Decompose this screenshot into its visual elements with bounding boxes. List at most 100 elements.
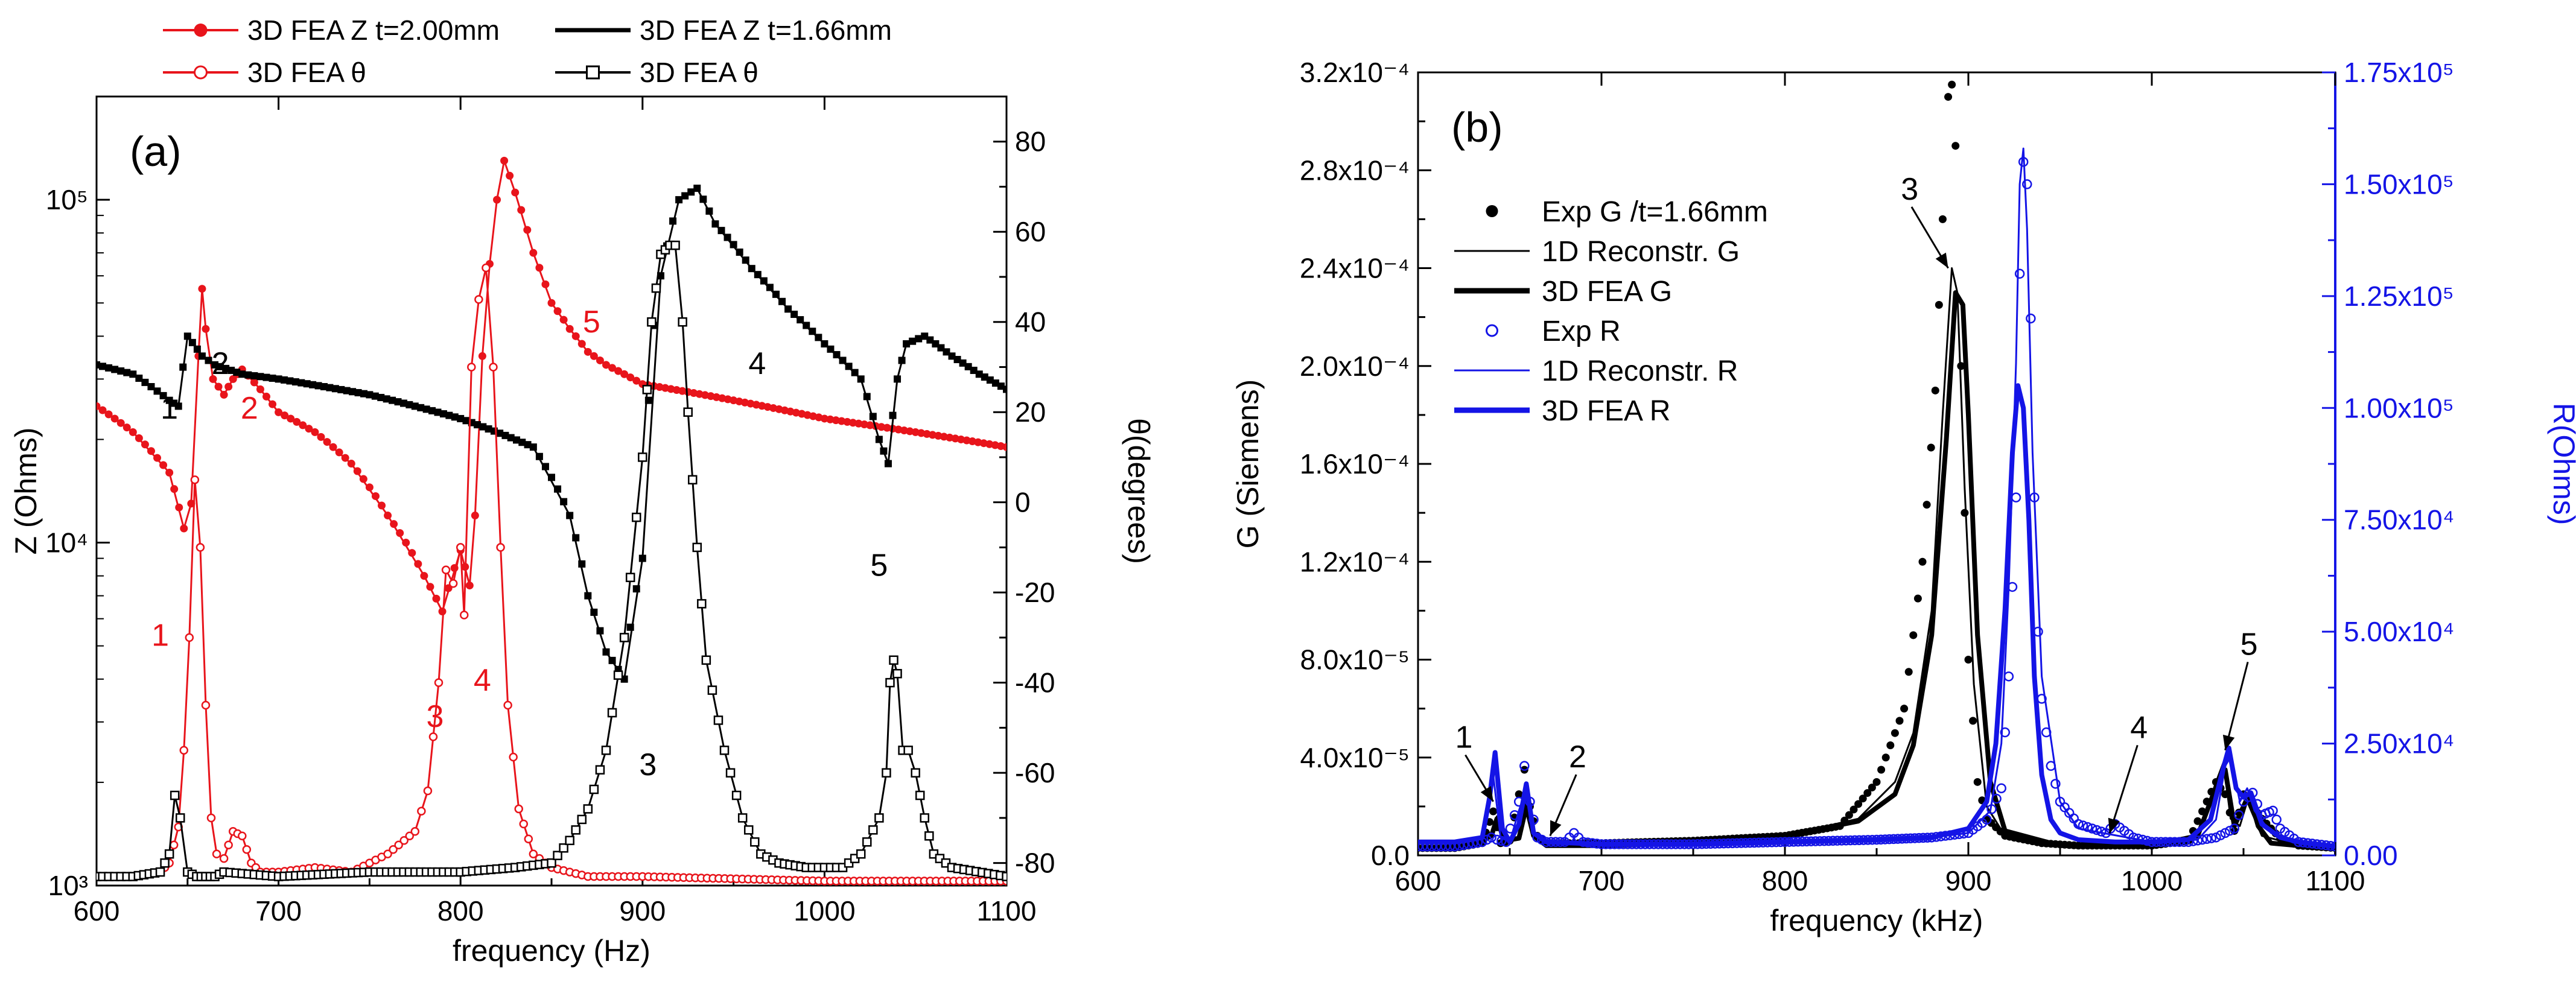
data-point-b-0 — [1961, 509, 1969, 517]
data-point-a-1 — [250, 372, 258, 379]
data-point-a-1 — [309, 381, 317, 388]
data-point-a-0 — [384, 512, 392, 520]
data-point-a-0 — [198, 285, 206, 293]
data-point-a-1 — [797, 316, 804, 324]
data-point-a-3 — [743, 825, 754, 835]
annotation-arrow-b-3 — [2108, 744, 2139, 834]
panel-a-chart: 600 700 800 900 1000 110010³10⁴10⁵-80-60-40-2… — [9, 95, 1156, 968]
data-point-b-0 — [1973, 778, 1982, 786]
data-point-a-0 — [432, 594, 440, 603]
data-point-b-0 — [1969, 717, 1977, 725]
data-point-a-1 — [626, 623, 634, 631]
data-point-a-3 — [565, 835, 574, 846]
x-tick-label-b-1: 700 — [1579, 865, 1625, 896]
x-tick-label-a-4: 1000 — [793, 895, 855, 927]
x-axis-label-a: frequency (Hz) — [453, 934, 650, 968]
data-point-a-1 — [159, 392, 167, 399]
data-point-a-0 — [602, 361, 610, 369]
data-point-a-3 — [882, 768, 891, 778]
data-point-a-0 — [465, 582, 474, 590]
data-point-a-1 — [833, 350, 841, 358]
data-point-a-0 — [281, 411, 289, 420]
data-point-a-1 — [123, 369, 131, 376]
data-point-a-0 — [299, 421, 307, 430]
data-point-a-1 — [541, 463, 549, 471]
data-point-a-1 — [964, 363, 972, 370]
data-point-b-0 — [1849, 805, 1858, 814]
y-tick-label-b-0: 0.0 — [1371, 840, 1410, 871]
data-point-a-3 — [862, 837, 872, 847]
data-point-a-1 — [434, 408, 442, 416]
data-point-b-3 — [1519, 761, 1530, 771]
data-point-a-1 — [405, 401, 413, 408]
data-point-a-1 — [608, 656, 616, 664]
data-point-a-0 — [104, 410, 113, 419]
data-point-a-1 — [451, 413, 459, 421]
data-point-a-0 — [620, 370, 629, 378]
data-point-a-0 — [202, 325, 210, 333]
y2-tick-label-b-2: 5.00x10⁴ — [2344, 616, 2454, 647]
data-point-a-1 — [513, 436, 520, 444]
data-point-a-3 — [924, 831, 934, 841]
data-point-a-1 — [778, 297, 786, 305]
data-point-b-0 — [1895, 717, 1904, 725]
data-point-b-3 — [1996, 783, 2006, 793]
data-point-a-0 — [159, 461, 168, 469]
data-point-a-3 — [164, 849, 174, 859]
data-point-a-1 — [578, 560, 586, 568]
data-point-a-0 — [517, 206, 526, 214]
data-point-a-2 — [524, 834, 533, 844]
series-line-b-5 — [1418, 383, 2335, 849]
y-axis-label-b: G (Siemens) — [1231, 379, 1265, 549]
data-point-a-3 — [670, 240, 680, 250]
data-point-a-1 — [485, 425, 492, 433]
annotation-a-1: 2 — [212, 346, 229, 381]
data-point-a-1 — [772, 290, 780, 298]
data-point-a-1 — [909, 337, 917, 345]
data-point-a-1 — [474, 421, 482, 429]
data-point-a-2 — [169, 840, 179, 849]
data-point-a-2 — [417, 807, 426, 816]
data-point-b-3 — [2268, 805, 2278, 816]
legend-b-marker-3 — [1486, 324, 1498, 337]
data-point-a-1 — [736, 248, 743, 256]
data-point-a-1 — [566, 512, 574, 519]
data-point-a-1 — [926, 336, 934, 344]
data-point-b-3 — [2271, 814, 2282, 825]
data-point-a-0 — [317, 433, 325, 441]
y2-tick-label-b-1: 2.50x10⁴ — [2344, 728, 2454, 759]
data-point-a-1 — [297, 379, 305, 387]
data-point-a-0 — [584, 347, 592, 356]
data-point-a-1 — [174, 402, 182, 410]
data-point-a-2 — [529, 849, 538, 858]
data-point-a-1 — [135, 374, 143, 382]
data-point-a-1 — [269, 374, 276, 382]
data-point-a-0 — [220, 390, 228, 399]
panel-b-legend: Exp G /t=1.66mm 1D Reconstr. G 3D FEA G Exp… — [1454, 196, 1768, 427]
data-point-a-1 — [286, 377, 294, 385]
data-point-a-3 — [885, 677, 895, 688]
data-point-b-0 — [1886, 741, 1895, 749]
data-point-a-1 — [377, 393, 385, 401]
annotation-arrowhead-b-3 — [2108, 817, 2120, 834]
data-point-a-1 — [222, 364, 230, 372]
data-point-a-0 — [535, 264, 544, 272]
data-point-a-3 — [701, 655, 711, 665]
data-point-a-1 — [827, 345, 835, 353]
annotation-a-7: 3 — [427, 699, 444, 734]
annotation-a-6: 1 — [151, 618, 169, 653]
data-point-b-0 — [1909, 631, 1918, 639]
data-point-a-1 — [948, 352, 956, 360]
y-tick-label-b-2: 8.0x10⁻⁵ — [1300, 644, 1410, 676]
y2-tick-label-a-2: -40 — [1015, 667, 1055, 699]
data-point-a-1 — [529, 443, 537, 451]
annotation-a-3: 5 — [583, 305, 600, 340]
data-point-a-3 — [155, 867, 165, 877]
data-point-a-1 — [524, 441, 532, 449]
data-point-a-1 — [986, 376, 994, 384]
data-point-a-1 — [205, 357, 212, 364]
data-point-a-0 — [275, 408, 283, 416]
data-point-a-1 — [815, 334, 822, 341]
data-point-a-1 — [354, 388, 362, 396]
